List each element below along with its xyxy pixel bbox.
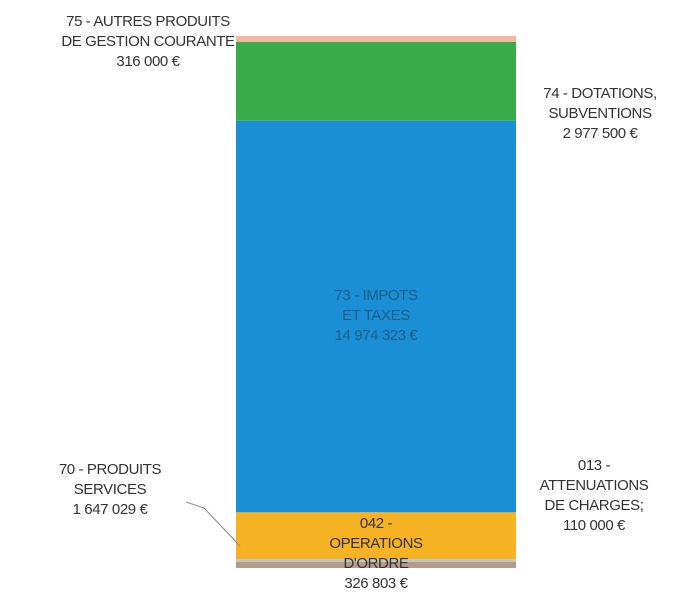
label-042-line-3: D'ORDRE	[343, 555, 409, 572]
label-73-line-3: 14 974 323 €	[334, 327, 418, 344]
seg-73-impots-taxes	[236, 120, 516, 513]
leader-line-70	[185, 501, 241, 547]
label-74-line-1: 74 - DOTATIONS,	[543, 85, 657, 102]
label-75-line-3: 316 000 €	[116, 53, 180, 70]
label-74-dotations: 74 - DOTATIONS, SUBVENTIONS 2 977 500 €	[520, 84, 680, 144]
label-74-line-2: SUBVENTIONS	[548, 105, 652, 122]
label-75-line-2: DE GESTION COURANTE	[61, 33, 235, 50]
seg-70-produits-services	[236, 559, 516, 562]
label-013-line-4: 110 000 €	[562, 517, 626, 534]
label-042-line-2: OPERATIONS	[329, 535, 423, 552]
label-042-operations-ordre: 042 - OPERATIONS D'ORDRE 326 803 €	[296, 514, 456, 594]
label-73-impots: 73 - IMPOTS ET TAXES 14 974 323 €	[296, 286, 456, 346]
label-73-line-2: ET TAXES	[342, 307, 410, 324]
seg-042-operations-ordre	[236, 512, 516, 559]
label-013-line-2: ATTENUATIONS	[539, 477, 649, 494]
label-013-attenuations: 013 - ATTENUATIONS DE CHARGES; 110 000 €	[512, 456, 676, 536]
seg-74-dotations	[236, 42, 516, 121]
label-70-produits-services: 70 - PRODUITS SERVICES 1 647 029 €	[30, 460, 190, 520]
label-75-autres-produits: 75 - AUTRES PRODUITS DE GESTION COURANTE…	[18, 12, 278, 72]
label-042-line-1: 042 -	[359, 515, 393, 532]
label-70-line-3: 1 647 029 €	[72, 501, 148, 518]
label-042-line-4: 326 803 €	[344, 575, 408, 592]
label-73-line-1: 73 - IMPOTS	[334, 287, 418, 304]
label-013-line-3: DE CHARGES;	[544, 497, 644, 514]
seg-013-attenuations	[236, 562, 516, 568]
label-74-line-3: 2 977 500 €	[562, 125, 638, 142]
seg-75-autres-produits	[236, 36, 516, 42]
label-70-line-2: SERVICES	[73, 481, 147, 498]
label-75-line-1: 75 - AUTRES PRODUITS	[66, 13, 230, 30]
label-013-line-1: 013 -	[577, 457, 611, 474]
label-70-line-1: 70 - PRODUITS	[58, 461, 162, 478]
